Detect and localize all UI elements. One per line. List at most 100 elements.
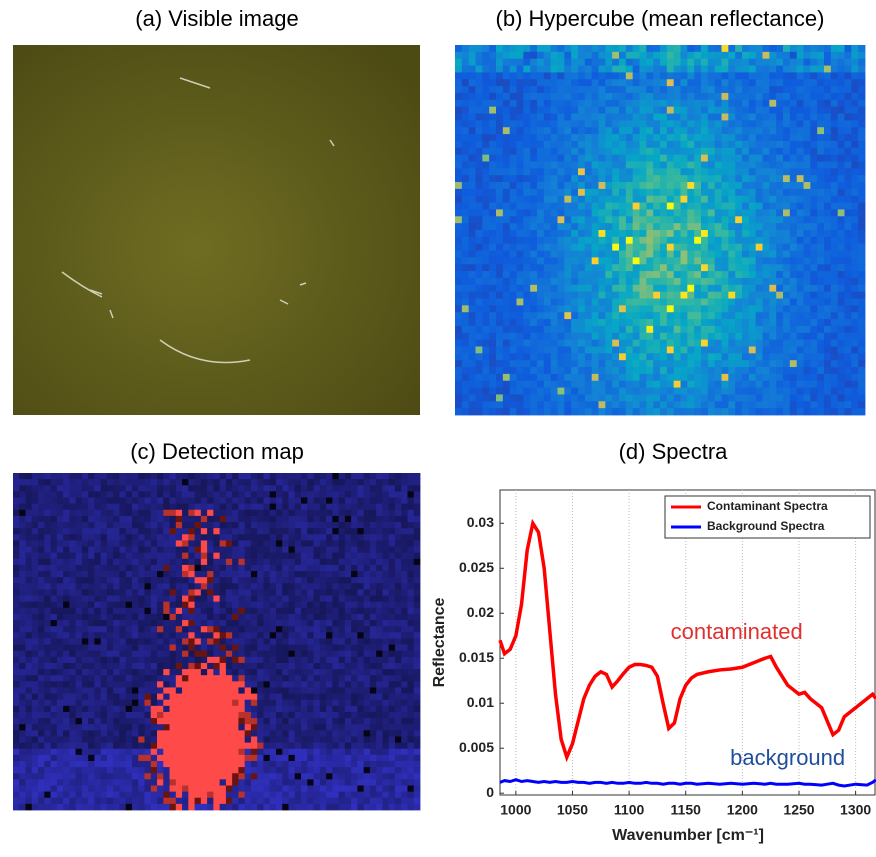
pixel bbox=[319, 534, 327, 541]
pixel bbox=[282, 473, 289, 480]
pixel bbox=[543, 154, 552, 162]
pixel bbox=[701, 380, 709, 388]
pixel bbox=[584, 373, 593, 382]
pixel bbox=[496, 277, 504, 286]
pixel bbox=[673, 175, 681, 183]
pixel bbox=[194, 528, 202, 535]
pixel bbox=[858, 408, 866, 416]
pixel bbox=[584, 154, 593, 162]
pixel bbox=[728, 373, 736, 382]
pixel bbox=[762, 168, 770, 176]
pixel bbox=[755, 147, 763, 156]
pixel bbox=[530, 387, 538, 395]
pixel bbox=[612, 264, 620, 272]
pixel bbox=[496, 134, 504, 142]
pixel bbox=[332, 509, 339, 517]
pixel bbox=[619, 106, 627, 114]
pixel bbox=[138, 515, 145, 523]
pixel bbox=[810, 106, 818, 114]
pixel bbox=[509, 271, 517, 279]
pixel bbox=[502, 360, 511, 368]
pixel bbox=[502, 319, 511, 327]
pixel bbox=[776, 216, 784, 224]
pixel bbox=[44, 503, 51, 511]
pixel bbox=[714, 380, 722, 388]
pixel bbox=[810, 277, 818, 286]
pixel bbox=[571, 353, 579, 361]
pixel bbox=[113, 558, 120, 566]
pixel bbox=[232, 534, 239, 541]
pixel bbox=[482, 120, 490, 128]
pixel bbox=[125, 601, 133, 609]
pixel bbox=[468, 223, 476, 231]
pixel bbox=[100, 479, 108, 486]
pixel bbox=[382, 540, 390, 547]
pixel bbox=[844, 216, 852, 224]
pixel bbox=[502, 79, 511, 87]
pixel bbox=[344, 632, 352, 639]
pixel bbox=[619, 202, 627, 210]
pixel bbox=[660, 188, 668, 197]
pixel bbox=[830, 92, 839, 101]
pixel bbox=[564, 367, 572, 375]
pixel bbox=[701, 147, 709, 156]
pixel bbox=[571, 106, 579, 114]
pixel bbox=[625, 271, 634, 279]
pixel bbox=[56, 534, 64, 541]
pixel bbox=[269, 485, 277, 492]
pixel bbox=[755, 72, 763, 80]
pixel bbox=[851, 264, 859, 272]
pixel bbox=[707, 79, 716, 87]
pixel bbox=[182, 546, 189, 554]
pixel bbox=[748, 243, 757, 251]
pixel bbox=[244, 589, 252, 596]
pixel bbox=[694, 319, 702, 327]
pixel bbox=[502, 99, 511, 108]
pixel bbox=[803, 92, 811, 101]
pixel bbox=[530, 250, 538, 258]
pixel bbox=[796, 319, 804, 327]
pixel bbox=[282, 607, 289, 615]
pixel bbox=[530, 113, 538, 121]
pixel bbox=[175, 552, 183, 560]
pixel bbox=[63, 485, 70, 492]
pixel bbox=[363, 528, 371, 535]
pixel bbox=[25, 491, 33, 498]
pixel bbox=[357, 515, 365, 523]
pixel bbox=[275, 485, 283, 492]
pixel bbox=[475, 140, 483, 149]
pixel bbox=[523, 271, 531, 279]
pixel bbox=[728, 250, 736, 258]
pixel bbox=[138, 613, 145, 621]
pixel bbox=[313, 558, 321, 566]
pixel bbox=[666, 373, 675, 382]
pixel bbox=[571, 277, 579, 286]
pixel bbox=[762, 223, 770, 231]
pixel bbox=[844, 195, 852, 203]
pixel bbox=[44, 564, 51, 572]
pixel bbox=[413, 589, 421, 596]
pixel bbox=[776, 99, 784, 108]
pixel bbox=[175, 558, 183, 566]
pixel bbox=[844, 353, 852, 361]
pixel bbox=[188, 479, 195, 486]
pixel bbox=[578, 284, 586, 293]
pixel bbox=[50, 577, 58, 584]
pixel bbox=[557, 298, 565, 306]
pixel bbox=[612, 257, 620, 265]
pixel bbox=[605, 147, 613, 156]
pixel bbox=[803, 188, 811, 197]
pixel bbox=[537, 209, 545, 217]
pixel bbox=[263, 479, 271, 486]
pixel bbox=[810, 305, 818, 313]
pixel bbox=[803, 216, 811, 224]
pixel bbox=[482, 236, 490, 245]
pixel bbox=[188, 546, 195, 554]
pixel bbox=[653, 291, 661, 299]
pixel bbox=[376, 571, 383, 578]
pixel bbox=[824, 86, 832, 94]
pixel bbox=[509, 367, 517, 375]
pixel bbox=[81, 546, 89, 554]
pixel bbox=[94, 473, 102, 480]
pixel bbox=[213, 632, 221, 639]
